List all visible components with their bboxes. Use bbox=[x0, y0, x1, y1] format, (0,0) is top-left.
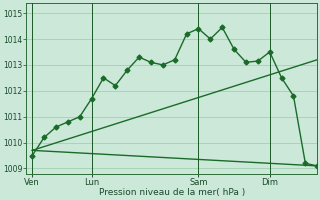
X-axis label: Pression niveau de la mer( hPa ): Pression niveau de la mer( hPa ) bbox=[99, 188, 245, 197]
